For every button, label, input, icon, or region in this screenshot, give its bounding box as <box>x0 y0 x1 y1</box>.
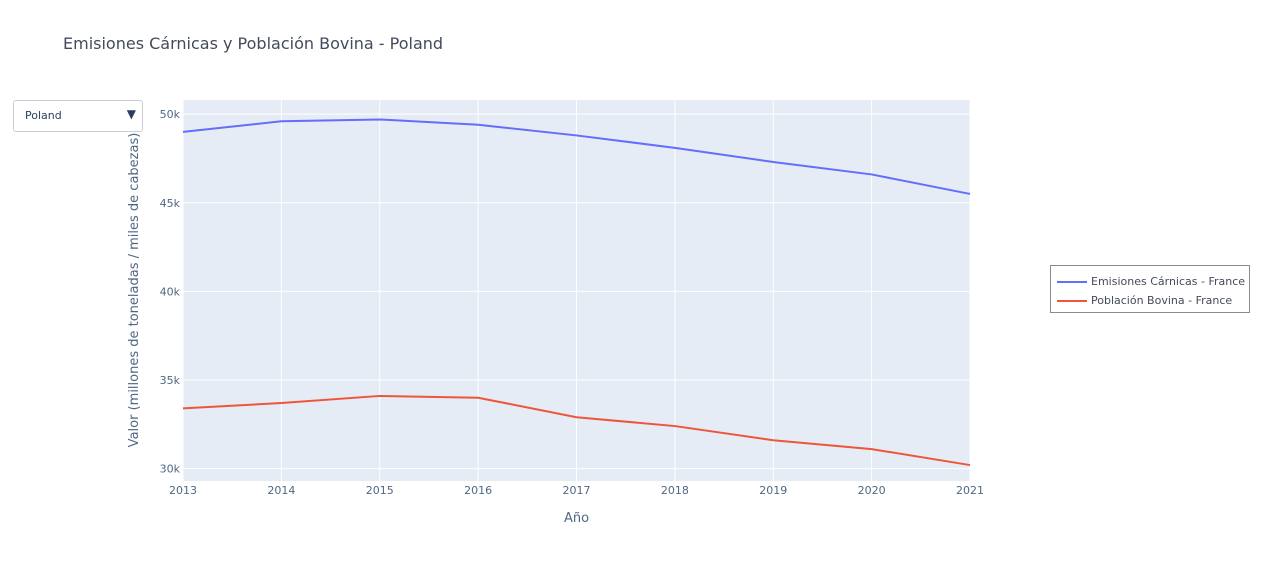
legend-swatch <box>1057 300 1087 302</box>
dropdown-selected-value: Poland <box>25 109 62 122</box>
triangle-down-icon: ▼ <box>126 107 136 121</box>
y-tick-label: 45k <box>160 197 181 210</box>
y-tick-label: 30k <box>160 463 181 476</box>
x-tick-label: 2018 <box>661 484 689 497</box>
x-tick-label: 2017 <box>563 484 591 497</box>
chart-title: Emisiones Cárnicas y Población Bovina - … <box>63 34 444 53</box>
x-tick-label: 2014 <box>267 484 295 497</box>
legend-label: Población Bovina - France <box>1091 294 1233 307</box>
country-dropdown[interactable]: Poland ▼ <box>13 100 143 132</box>
y-axis-title: Valor (millones de toneladas / miles de … <box>127 133 142 448</box>
legend-item-series-2[interactable]: Población Bovina - France <box>1057 293 1247 309</box>
x-axis-title: Año <box>564 511 589 526</box>
y-tick-label: 40k <box>160 285 181 298</box>
legend-item-series-1[interactable]: Emisiones Cárnicas - France <box>1057 274 1247 290</box>
grid-lines <box>182 100 971 481</box>
x-tick-label: 2013 <box>169 484 197 497</box>
legend: Emisiones Cárnicas - France Población Bo… <box>1050 265 1250 313</box>
legend-swatch <box>1057 281 1087 283</box>
series-layer <box>182 118 971 467</box>
x-tick-label: 2015 <box>366 484 394 497</box>
x-tick-label: 2016 <box>464 484 492 497</box>
x-tick-label: 2021 <box>956 484 984 497</box>
y-tick-label: 35k <box>160 374 181 387</box>
x-tick-label: 2019 <box>759 484 787 497</box>
axis-ticks: 2013 2014 2015 2016 2017 2018 2019 2020 2021 30k 3… <box>160 108 984 497</box>
x-tick-label: 2020 <box>858 484 886 497</box>
legend-label: Emisiones Cárnicas - France <box>1091 275 1246 288</box>
y-tick-label: 50k <box>160 108 181 121</box>
